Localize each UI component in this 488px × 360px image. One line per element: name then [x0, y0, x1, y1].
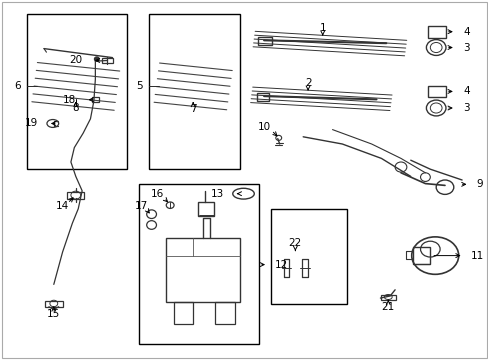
Text: 17: 17 — [135, 201, 148, 211]
Bar — [102, 58, 113, 63]
Text: 3: 3 — [463, 42, 469, 53]
Text: 9: 9 — [476, 179, 483, 189]
Text: 18: 18 — [62, 95, 76, 105]
Bar — [427, 86, 445, 97]
Bar — [198, 202, 214, 216]
Bar — [271, 209, 346, 304]
Text: 2: 2 — [304, 78, 311, 88]
Text: 16: 16 — [150, 189, 164, 199]
Text: 4: 4 — [463, 86, 469, 96]
Bar — [258, 37, 271, 45]
Text: 13: 13 — [210, 189, 224, 199]
Text: 7: 7 — [189, 104, 196, 114]
Text: 12: 12 — [275, 260, 288, 270]
Text: 4: 4 — [463, 27, 469, 37]
Text: 15: 15 — [47, 309, 61, 319]
Ellipse shape — [94, 57, 99, 61]
Bar — [381, 295, 395, 300]
Text: 19: 19 — [25, 118, 38, 129]
Bar — [45, 301, 62, 307]
Bar — [215, 302, 234, 324]
Bar — [92, 97, 99, 102]
Bar — [427, 26, 445, 38]
Bar — [166, 238, 239, 302]
Text: 20: 20 — [69, 55, 82, 66]
Bar — [173, 302, 193, 324]
Text: 5: 5 — [136, 81, 142, 91]
Text: 14: 14 — [56, 201, 69, 211]
Text: 22: 22 — [288, 238, 302, 248]
Text: 11: 11 — [470, 251, 483, 261]
Text: 1: 1 — [319, 23, 325, 33]
Bar — [149, 14, 239, 169]
Text: 10: 10 — [257, 122, 270, 132]
Text: 3: 3 — [463, 103, 469, 113]
Bar — [139, 184, 259, 344]
Bar — [67, 192, 84, 199]
Bar — [27, 14, 127, 169]
Text: 6: 6 — [14, 81, 20, 91]
Bar — [256, 93, 268, 101]
Text: 21: 21 — [381, 302, 394, 312]
Bar — [412, 247, 429, 264]
Text: 8: 8 — [72, 103, 79, 113]
